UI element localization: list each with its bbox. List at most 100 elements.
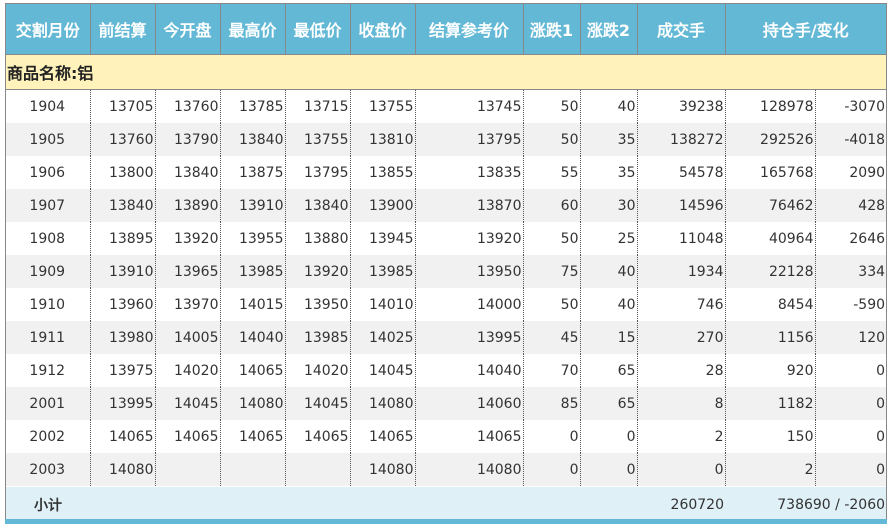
cell-close: 14010: [350, 288, 416, 321]
cell-high: 13910: [220, 189, 286, 222]
cell-change2: 40: [580, 89, 638, 123]
cell-oi-change: -590: [853, 296, 886, 313]
cell-open: 14020: [155, 354, 221, 387]
cell-delivery-month: 1906: [6, 156, 91, 189]
table-row: 1912 13975 14020 14065 14020 14045 14040 70 65 28…: [6, 354, 886, 387]
cell-change2: 35: [580, 156, 638, 189]
cell-change2: 65: [580, 354, 638, 387]
cell-change1: 0: [523, 420, 581, 453]
cell-settle-ref: 14000: [415, 288, 524, 321]
column-header-open-interest[interactable]: 持仓手/变化: [725, 4, 887, 55]
futures-quote-table-container: 交割月份 前结算 今开盘 最高价 最低价 收盘价 结算参考价 涨跌1 涨跌2 成交手 持仓手/变化 …: [5, 3, 887, 522]
cell-volume: 138272: [637, 123, 726, 156]
column-header-low[interactable]: 最低价: [285, 4, 351, 55]
cell-close: 14045: [350, 354, 416, 387]
column-header-high[interactable]: 最高价: [220, 4, 286, 55]
column-header-close[interactable]: 收盘价: [350, 4, 416, 55]
cell-open: 13840: [155, 156, 221, 189]
cell-high: 14080: [220, 387, 286, 420]
cell-volume: 28: [637, 354, 726, 387]
cell-volume: 1934: [637, 255, 726, 288]
cell-delivery-month: 1904: [6, 89, 91, 123]
cell-settle-ref: 13950: [415, 255, 524, 288]
cell-close: 14080: [350, 453, 416, 487]
cell-delivery-month: 2001: [6, 387, 91, 420]
cell-delivery-month: 1910: [6, 288, 91, 321]
cell-change1: 0: [523, 453, 581, 487]
cell-prev-settle: 13840: [90, 189, 156, 222]
cell-low: 14045: [285, 387, 351, 420]
cell-settle-ref: 13745: [415, 89, 524, 123]
cell-oi-change: 0: [815, 387, 887, 420]
cell-prev-settle: 13980: [90, 321, 156, 354]
cell-open: [155, 453, 221, 487]
cell-low: 13755: [285, 123, 351, 156]
cell-change1: 50: [523, 123, 581, 156]
cell-open: 13790: [155, 123, 221, 156]
cell-high: 13985: [220, 255, 286, 288]
cell-high: 14015: [220, 288, 286, 321]
table-row: 1910 13960 13970 14015 13950 14010 14000 50 40 74…: [6, 288, 886, 321]
cell-oi-change: 428: [815, 189, 887, 222]
cell-delivery-month: 2002: [6, 420, 91, 453]
column-header-change2[interactable]: 涨跌2: [580, 4, 638, 55]
cell-low: [285, 453, 351, 487]
table-row: 1906 13800 13840 13875 13795 13855 13835 55 35 54…: [6, 156, 886, 189]
cell-settle-ref: 14065: [415, 420, 524, 453]
group-row: 商品名称:铝: [6, 54, 887, 90]
cell-high: 13955: [220, 222, 286, 255]
cell-oi-change: -3070: [844, 98, 886, 115]
cell-open: 13920: [155, 222, 221, 255]
cell-open: 14045: [155, 387, 221, 420]
cell-oi-change: 0: [815, 453, 887, 487]
cell-low: 13950: [285, 288, 351, 321]
table-row: 2002 14065 14065 14065 14065 14065 14065 0 0 2 150…: [6, 420, 886, 453]
subtotal-row: 小计 260720 738690 / -2060: [6, 486, 887, 522]
cell-open-interest: 1182: [725, 387, 816, 420]
cell-close: 14080: [350, 387, 416, 420]
cell-volume: 2: [637, 420, 726, 453]
cell-open-interest: 1156: [725, 321, 816, 354]
cell-open-interest: 40964: [725, 222, 816, 255]
cell-oi-change: 0: [876, 362, 886, 379]
table-row: 2001 13995 14045 14080 14045 14080 14060 85 65 8 1…: [6, 387, 887, 420]
table-row: 1911 13980 14005 14040 13985 14025 13995 45 15 27…: [6, 321, 887, 354]
cell-settle-ref: 13835: [415, 156, 524, 189]
cell-close: 13755: [350, 89, 416, 123]
cell-change1: 50: [523, 288, 581, 321]
column-header-open[interactable]: 今开盘: [155, 4, 221, 55]
cell-high: 13840: [220, 123, 286, 156]
cell-open-interest: 165768: [725, 156, 816, 189]
cell-high: 14040: [220, 321, 286, 354]
subtotal-volume: 260720: [637, 486, 725, 522]
cell-change2: 65: [580, 387, 638, 420]
column-header-delivery-month[interactable]: 交割月份: [6, 4, 91, 55]
cell-change1: 75: [523, 255, 581, 288]
cell-change2: 35: [580, 123, 638, 156]
cell-open: 13890: [155, 189, 221, 222]
cell-settle-ref: 13795: [415, 123, 524, 156]
cell-low: 13840: [285, 189, 351, 222]
cell-low: 14020: [285, 354, 351, 387]
table-row: 1908 13895 13920 13955 13880 13945 13920 50 25 11…: [6, 222, 886, 255]
cell-open: 13760: [155, 89, 221, 123]
cell-high: 14065: [220, 420, 286, 453]
cell-volume: 0: [637, 453, 726, 487]
cell-open: 14005: [155, 321, 221, 354]
cell-oi-change: 120: [815, 321, 887, 354]
cell-change2: 15: [580, 321, 638, 354]
cell-change2: 40: [580, 255, 638, 288]
column-header-change1[interactable]: 涨跌1: [523, 4, 581, 55]
cell-high: 13785: [220, 89, 286, 123]
cell-prev-settle: 13995: [90, 387, 156, 420]
cell-high: [220, 453, 286, 487]
column-header-settle-ref[interactable]: 结算参考价: [415, 4, 524, 55]
futures-quote-table: 交割月份 前结算 今开盘 最高价 最低价 收盘价 结算参考价 涨跌1 涨跌2 成交手 持仓手/变化 …: [6, 4, 887, 522]
table-row: 1907 13840 13890 13910 13840 13900 13870 60 30 14…: [6, 189, 887, 222]
cell-oi-change: 2646: [849, 230, 886, 247]
column-header-volume[interactable]: 成交手: [637, 4, 726, 55]
cell-volume: 270: [637, 321, 726, 354]
cell-high: 13875: [220, 156, 286, 189]
cell-open-interest: 76462: [725, 189, 816, 222]
column-header-prev-settle[interactable]: 前结算: [90, 4, 156, 55]
